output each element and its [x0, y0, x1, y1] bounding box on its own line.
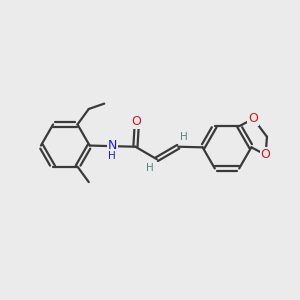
- Text: H: H: [108, 151, 116, 160]
- Text: H: H: [180, 132, 188, 142]
- Text: O: O: [261, 148, 271, 161]
- Text: O: O: [132, 115, 142, 128]
- Text: N: N: [108, 139, 117, 152]
- Text: O: O: [248, 112, 258, 125]
- Text: H: H: [146, 163, 154, 173]
